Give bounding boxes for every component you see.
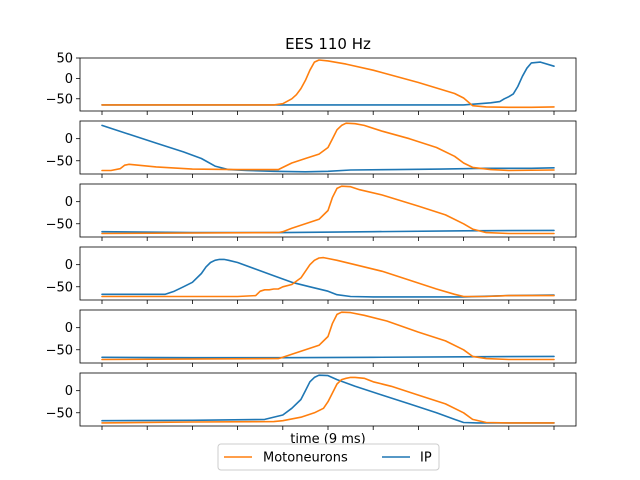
series-motoneurons-panel-3	[101, 185, 555, 235]
series-ip-panel-6	[101, 374, 555, 424]
y-tick-label-panel-2-1: −50	[46, 154, 73, 169]
legend-box	[217, 443, 440, 471]
axes-frame-panel-5	[79, 309, 577, 364]
axes-frame-panel-2	[79, 120, 577, 175]
y-tick-label-panel-4-0: 0	[65, 258, 73, 273]
y-tick-label-panel-5-0: 0	[65, 321, 73, 336]
y-tick-label-panel-1-2: −50	[46, 92, 73, 107]
legend-label-ip: IP	[420, 451, 432, 466]
series-ip-panel-4	[101, 258, 555, 298]
series-motoneurons-panel-1	[101, 59, 555, 109]
axes-frame-panel-6	[79, 372, 577, 427]
panel-5: 0−50	[46, 309, 577, 367]
chart-title: EES 110 Hz	[285, 35, 371, 53]
panels: 500−500−500−500−500−500−50	[46, 52, 577, 430]
panel-1: 50 0 −50	[46, 52, 577, 115]
series-ip-panel-1	[101, 61, 555, 106]
axes-frame-panel-4	[79, 246, 577, 301]
y-tick-label-panel-6-1: −50	[46, 406, 73, 421]
panel-3: 0−50	[46, 183, 577, 241]
panel-4: 0−50	[46, 246, 577, 304]
y-tick-label-panel-3-1: −50	[46, 217, 73, 232]
panel-2: 0−50	[46, 120, 577, 178]
legend: Motoneurons IP	[217, 443, 440, 471]
axes-frame-panel-3	[79, 183, 577, 238]
series-motoneurons-panel-2	[101, 122, 555, 172]
legend-label-motoneurons: Motoneurons	[263, 451, 348, 466]
y-tick-label-panel-5-1: −50	[46, 343, 73, 358]
series-motoneurons-panel-5	[101, 311, 555, 361]
y-tick-label-panel-4-1: −50	[46, 280, 73, 295]
axes-frame-panel-1	[79, 57, 577, 112]
series-motoneurons-panel-4	[101, 256, 555, 298]
y-tick-label-panel-1-0: 50	[56, 52, 73, 67]
y-tick-label-panel-6-0: 0	[65, 384, 73, 399]
series-ip-panel-2	[101, 124, 555, 173]
y-tick-label-panel-2-0: 0	[65, 132, 73, 147]
panel-6: 0−50	[46, 372, 577, 430]
y-tick-label-panel-1-1: 0	[65, 72, 73, 87]
series-motoneurons-panel-6	[101, 376, 555, 424]
y-tick-label-panel-3-0: 0	[65, 195, 73, 210]
x-axis-label: time (9 ms)	[290, 432, 366, 447]
